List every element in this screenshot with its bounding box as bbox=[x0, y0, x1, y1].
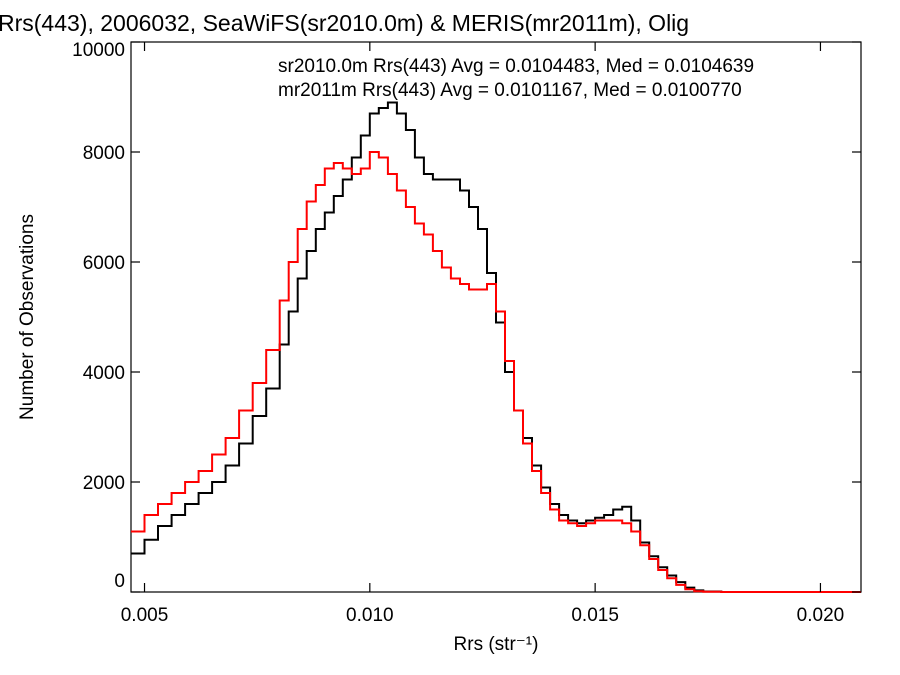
x-tick-label-2: 0.015 bbox=[571, 605, 619, 626]
plot-area: 0.005 0.010 0.015 0.020 0 2000 4000 6000 8000 100… bbox=[72, 40, 862, 626]
x-tick-label-1: 0.010 bbox=[346, 605, 394, 626]
y-tick-label-4: 8000 bbox=[83, 143, 125, 164]
chart-title: Rrs(443), 2006032, SeaWiFS(sr2010.0m) & … bbox=[0, 10, 689, 36]
series-line-1 bbox=[131, 151, 861, 593]
series-layer bbox=[131, 101, 861, 593]
y-tick-label-2: 4000 bbox=[83, 363, 125, 384]
y-axis-label: Number of Observations bbox=[17, 214, 38, 420]
tick-layer: 0.005 0.010 0.015 0.020 0 2000 4000 6000 8000 100… bbox=[72, 40, 861, 626]
y-tick-label-1: 2000 bbox=[83, 473, 125, 494]
legend: sr2010.0m Rrs(443) Avg = 0.0104483, Med … bbox=[278, 56, 754, 101]
y-tick-label-5: 10000 bbox=[72, 40, 125, 61]
x-tick-label-0: 0.005 bbox=[121, 605, 169, 626]
legend-entry-1: mr2011m Rrs(443) Avg = 0.0101167, Med = … bbox=[278, 80, 742, 101]
x-axis-label: Rrs (str⁻¹) bbox=[454, 634, 539, 655]
series-line-0 bbox=[131, 101, 861, 593]
x-tick-label-3: 0.020 bbox=[797, 605, 845, 626]
y-tick-label-3: 6000 bbox=[83, 253, 125, 274]
legend-entry-0: sr2010.0m Rrs(443) Avg = 0.0104483, Med … bbox=[278, 56, 754, 77]
y-tick-label-0: 0 bbox=[114, 571, 125, 592]
plot-frame bbox=[130, 41, 862, 593]
